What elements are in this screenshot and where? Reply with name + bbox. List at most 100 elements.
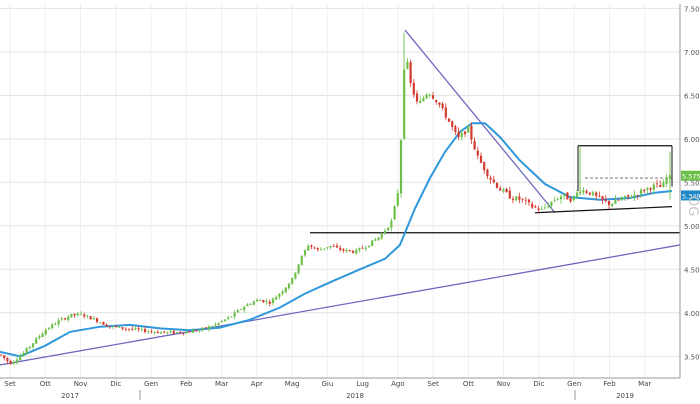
candle-body	[662, 182, 665, 188]
candle-body	[428, 94, 431, 96]
candle-body	[297, 264, 300, 274]
candle-body	[31, 343, 35, 347]
candle-body	[329, 245, 332, 248]
candle-body	[467, 126, 470, 133]
candle-body	[556, 199, 559, 200]
x-tick-label: Mag	[285, 380, 300, 388]
candle-body	[659, 185, 662, 188]
candle-body	[438, 102, 441, 105]
candle-body	[182, 333, 185, 335]
candle-body	[470, 125, 473, 140]
candle-body	[492, 179, 495, 183]
candle-body	[607, 200, 611, 206]
x-tick-label: Ago	[391, 380, 405, 388]
candle-body	[374, 239, 377, 241]
y-tick-label: 3.5000	[684, 353, 700, 361]
candle-body	[511, 198, 515, 201]
candle-body	[300, 256, 303, 265]
candle-body	[319, 249, 323, 251]
y-tick-label: 7.0000	[684, 49, 700, 57]
candle-body	[531, 203, 534, 208]
candle-body	[383, 230, 387, 233]
candle-body	[479, 155, 483, 163]
candle-body	[371, 240, 374, 247]
candle-body	[143, 328, 147, 333]
candle-body	[358, 248, 361, 251]
candle-body	[521, 198, 524, 200]
candle-body	[444, 107, 447, 118]
candle-body	[412, 82, 415, 95]
price-marker	[681, 190, 700, 201]
candle-body	[598, 195, 601, 197]
candle-body	[569, 198, 572, 202]
candle-body	[195, 330, 198, 332]
candle-body	[217, 322, 220, 325]
candle-body	[169, 331, 172, 333]
candle-body	[233, 312, 236, 317]
candle-body	[44, 329, 47, 335]
y-tick-label: 6.0000	[684, 136, 700, 144]
candle-body	[633, 194, 636, 197]
candle-body	[153, 332, 156, 334]
candle-body	[28, 346, 31, 349]
candle-body	[137, 328, 140, 330]
candle-body	[35, 338, 38, 344]
candle-body	[134, 328, 137, 330]
candle-body	[655, 183, 659, 185]
x-tick-label: Feb	[180, 380, 193, 388]
candle-body	[355, 249, 358, 254]
moving-average-line	[0, 122, 673, 358]
price-marker	[681, 170, 700, 181]
x-tick-label: Mar	[638, 380, 651, 388]
candle-body	[627, 194, 630, 197]
candle-body	[515, 196, 518, 201]
x-tick-label: Giu	[321, 380, 333, 388]
candle-body	[57, 320, 60, 325]
candle-body	[239, 309, 243, 311]
candle-body	[38, 336, 41, 338]
candle-body	[95, 318, 99, 323]
candle-body	[505, 188, 508, 193]
candle-body	[220, 321, 223, 322]
candle-body	[652, 184, 655, 190]
candle-body	[249, 304, 252, 306]
x-tick-label: Ott	[463, 380, 474, 388]
candle-body	[281, 291, 284, 294]
x-tick-label: Lug	[356, 380, 369, 388]
candle-body	[502, 189, 505, 192]
x-tick-label: Set	[427, 380, 439, 388]
candle-body	[278, 293, 281, 297]
candle-body	[307, 245, 310, 251]
price-marker-label: 5.5758	[682, 173, 700, 181]
candle-body	[457, 131, 460, 137]
candle-body	[588, 192, 591, 195]
y-tick-label: 4.0000	[684, 310, 700, 318]
candle-body	[54, 324, 57, 325]
candle-body	[540, 208, 543, 210]
candle-body	[582, 190, 585, 193]
candle-body	[614, 199, 617, 204]
candle-body	[431, 95, 435, 99]
candle-body	[326, 247, 329, 249]
candle-body	[518, 196, 521, 200]
candle-body	[665, 177, 668, 184]
candle-body	[361, 247, 364, 249]
candle-body	[175, 332, 179, 333]
candle-body	[377, 237, 380, 240]
candle-body	[316, 247, 319, 250]
x-tick-label: Dic	[533, 380, 544, 388]
candle-body	[499, 188, 502, 191]
candle-body	[6, 357, 9, 362]
candle-body	[9, 360, 12, 365]
candle-body	[527, 199, 531, 203]
candle-body	[198, 330, 201, 332]
candle-body	[550, 201, 553, 206]
candle-body	[140, 328, 143, 330]
candle-body	[348, 250, 351, 251]
candle-body	[115, 325, 118, 327]
candle-body	[207, 326, 211, 330]
candle-body	[12, 361, 15, 364]
candle-body	[255, 299, 259, 302]
candle-body	[204, 327, 207, 329]
candle-body	[159, 332, 163, 334]
